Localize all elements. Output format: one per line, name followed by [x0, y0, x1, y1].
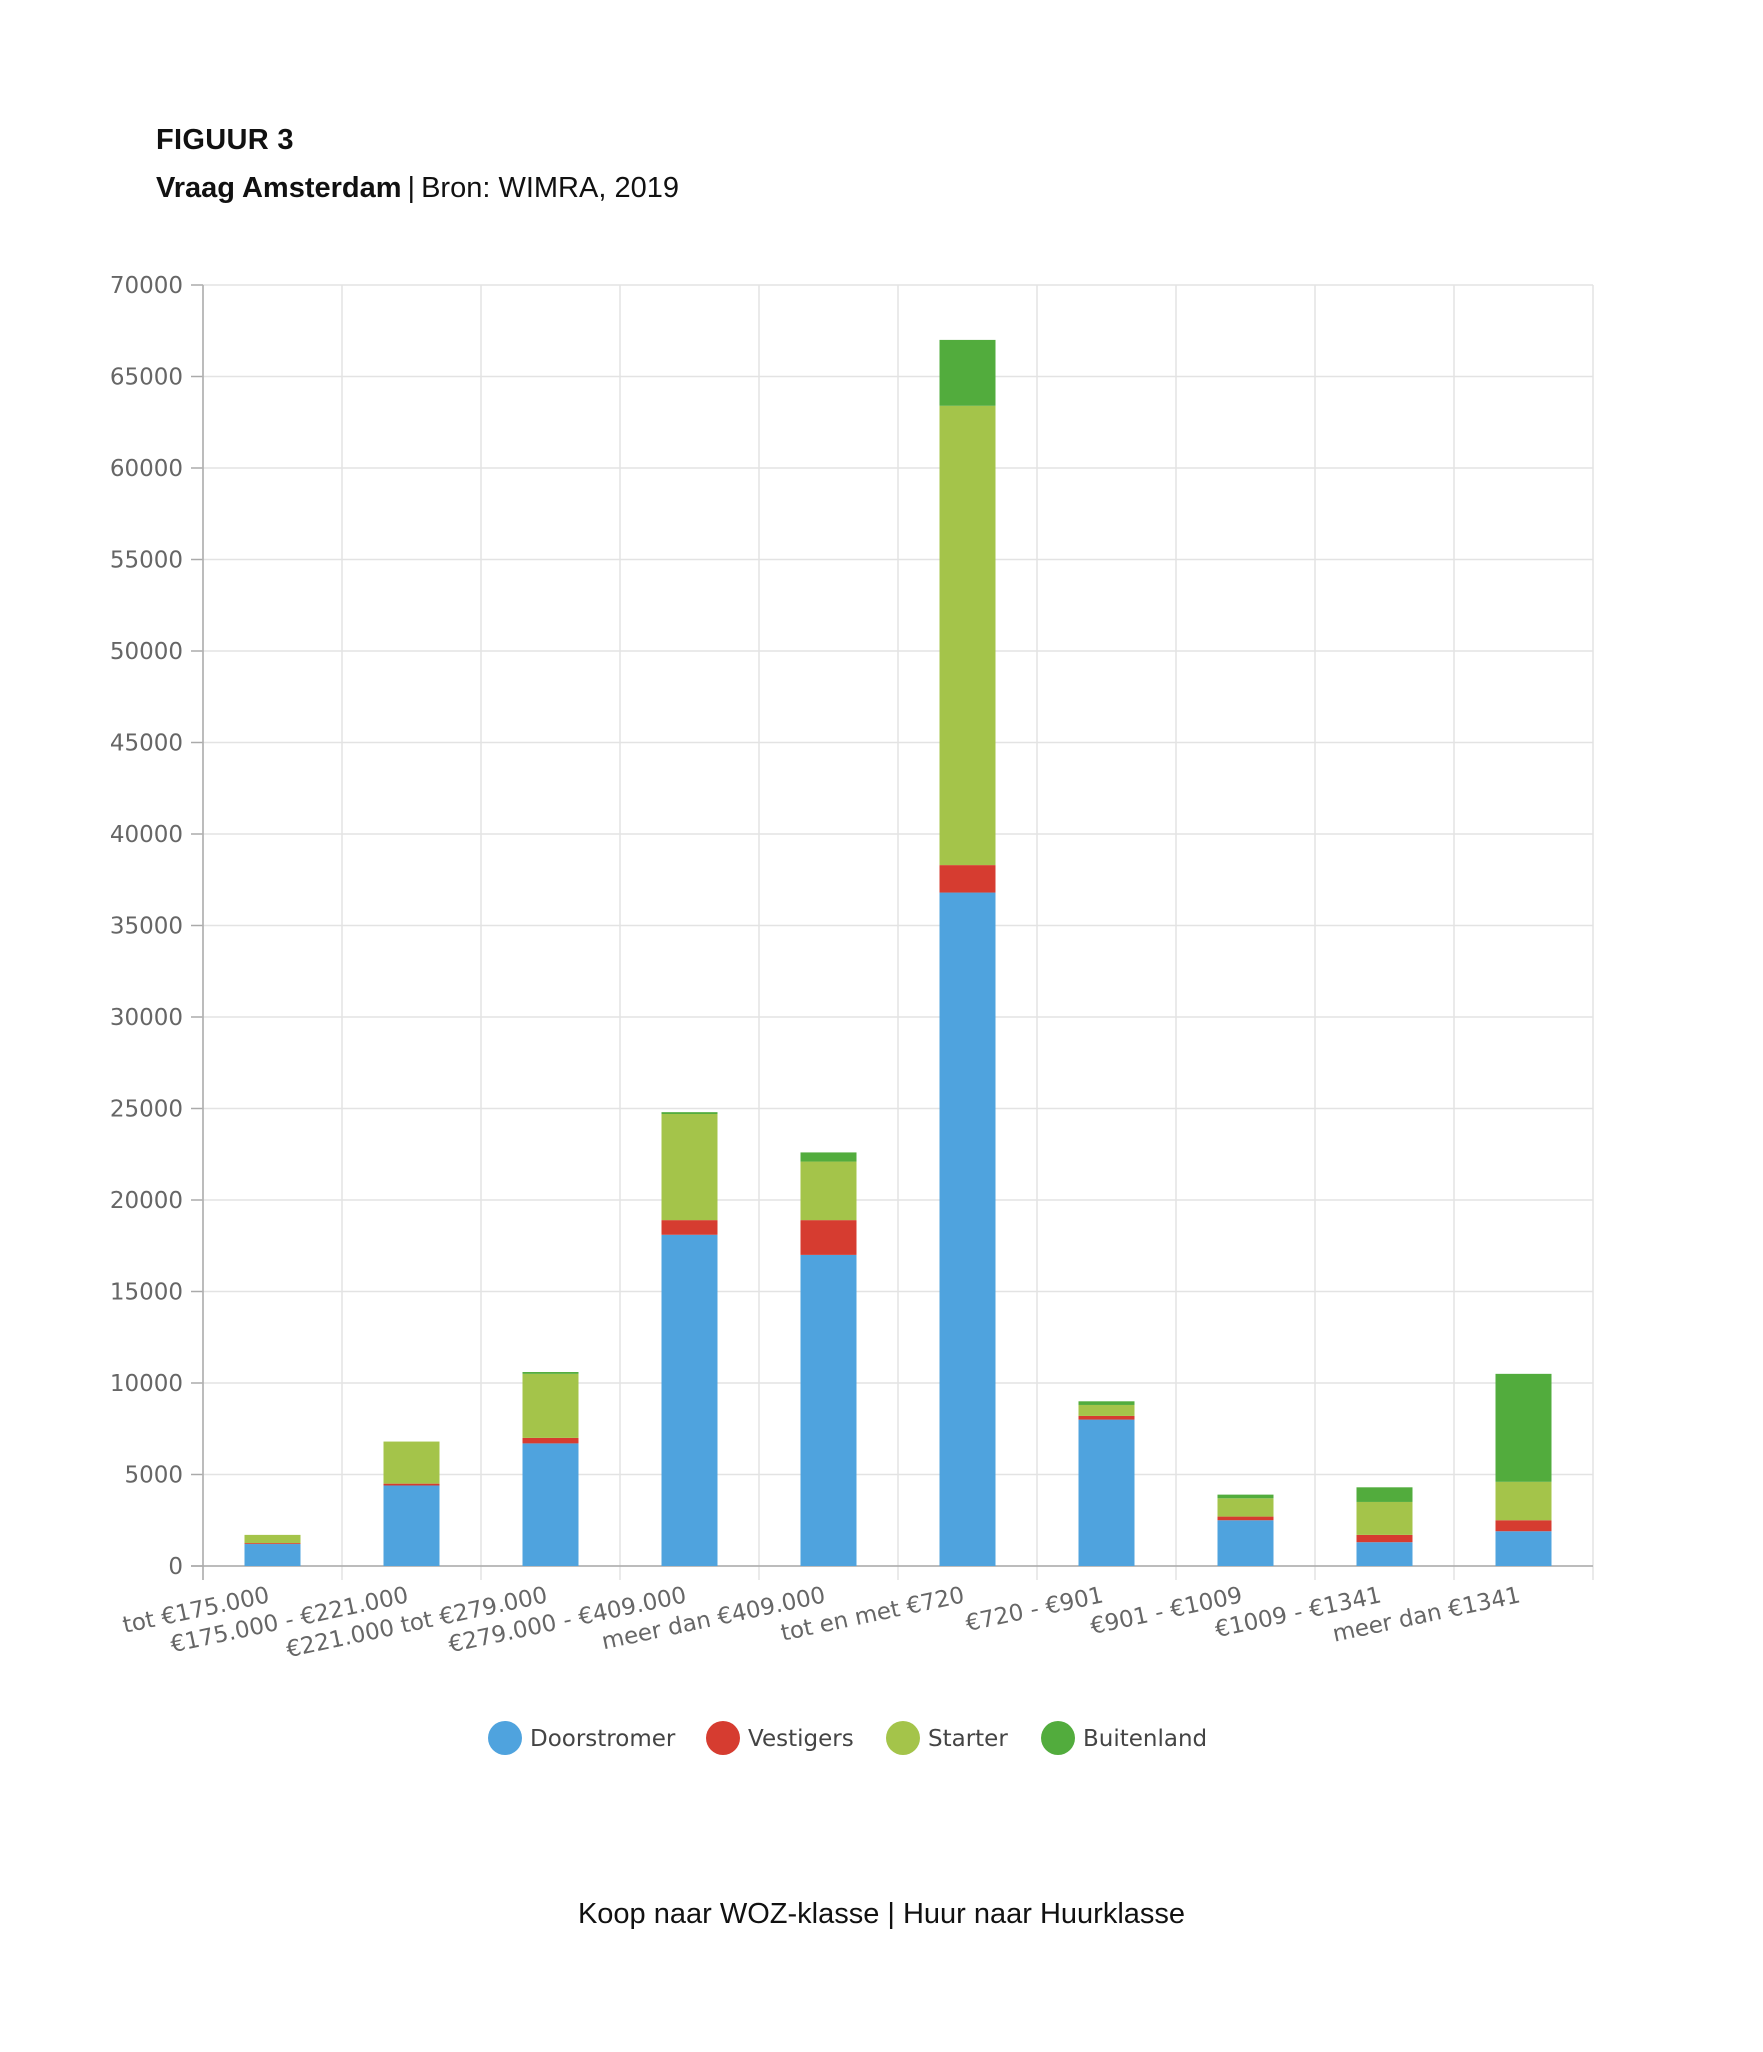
- y-tick-label: 65000: [110, 365, 183, 391]
- bar-segment-vestigers: [244, 1543, 301, 1545]
- bar-segment-doorstromer: [939, 892, 996, 1566]
- bar-segment-buitenland: [1495, 1373, 1552, 1482]
- bar-segment-vestigers: [522, 1437, 579, 1444]
- bar-segment-vestigers: [1078, 1415, 1135, 1420]
- bar-segment-buitenland: [1217, 1494, 1274, 1499]
- bar-segment-starter: [939, 405, 996, 866]
- bar-segment-vestigers: [1495, 1520, 1552, 1532]
- bar-segment-doorstromer: [1217, 1520, 1274, 1566]
- bar-segment-doorstromer: [1078, 1419, 1135, 1566]
- bar-segment-vestigers: [383, 1483, 440, 1486]
- bar-segment-vestigers: [939, 865, 996, 893]
- bar-segment-buitenland: [1356, 1487, 1413, 1502]
- bar-segment-buitenland: [522, 1372, 579, 1374]
- y-tick-label: 5000: [124, 1463, 183, 1489]
- y-tick-label: 40000: [110, 822, 183, 848]
- stacked-bar-chart: 0 5000 10000 15000 20000 25000 30000 35000 40000…: [110, 273, 1594, 1755]
- y-tick-label: 60000: [110, 456, 183, 482]
- legend-marker-doorstromer: [488, 1721, 522, 1755]
- figure-label: FIGUUR 3: [156, 124, 294, 156]
- legend-label-vestigers: Vestigers: [748, 1726, 854, 1752]
- bar-segment-vestigers: [800, 1220, 857, 1255]
- bar-segment-doorstromer: [244, 1544, 301, 1566]
- bar-segment-vestigers: [661, 1220, 718, 1235]
- legend-label-starter: Starter: [928, 1726, 1008, 1752]
- legend-label-buitenland: Buitenland: [1083, 1726, 1207, 1752]
- bar-segment-buitenland: [800, 1152, 857, 1162]
- y-tick-label: 20000: [110, 1188, 183, 1214]
- y-tick-label: 70000: [110, 273, 183, 299]
- bar-segment-starter: [383, 1441, 440, 1484]
- bar-segment-doorstromer: [522, 1443, 579, 1566]
- legend-marker-vestigers: [706, 1721, 740, 1755]
- y-tick-label: 10000: [110, 1371, 183, 1397]
- legend-marker-starter: [886, 1721, 920, 1755]
- legend-label-doorstromer: Doorstromer: [530, 1726, 676, 1752]
- title-separator: |: [407, 172, 416, 204]
- bar-segment-starter: [800, 1161, 857, 1221]
- y-tick-label: 25000: [110, 1097, 183, 1123]
- y-tick-label: 35000: [110, 914, 183, 940]
- y-tick-label: 50000: [110, 639, 183, 665]
- bar-segment-starter: [661, 1113, 718, 1221]
- chart-title-text: Vraag Amsterdam: [156, 172, 402, 204]
- bar-segment-buitenland: [1078, 1401, 1135, 1405]
- y-tick-label: 45000: [110, 731, 183, 757]
- y-tick-label: 30000: [110, 1005, 183, 1031]
- bar-segment-doorstromer: [800, 1254, 857, 1566]
- legend-marker-buitenland: [1041, 1721, 1075, 1755]
- x-tick-label: €720 - €901: [963, 1582, 1105, 1637]
- bar-segment-doorstromer: [1495, 1531, 1552, 1566]
- y-tick-label: 0: [168, 1554, 183, 1580]
- chart-title: Vraag Amsterdam | Bron: WIMRA, 2019: [156, 172, 679, 205]
- bar-segment-vestigers: [1217, 1516, 1274, 1521]
- bar-segment-starter: [1495, 1481, 1552, 1521]
- bar-segment-buitenland: [661, 1112, 718, 1114]
- y-tick-label: 15000: [110, 1280, 183, 1306]
- bar-segment-doorstromer: [383, 1485, 440, 1566]
- bar-segment-starter: [244, 1534, 301, 1544]
- bar-segment-doorstromer: [661, 1234, 718, 1566]
- bar-segment-vestigers: [1356, 1534, 1413, 1543]
- source-text: Bron: WIMRA, 2019: [421, 172, 679, 204]
- bar-segment-buitenland: [939, 339, 996, 406]
- bar-segment-starter: [1217, 1498, 1274, 1517]
- bar-segment-starter: [1356, 1501, 1413, 1535]
- bar-segment-starter: [1078, 1404, 1135, 1416]
- y-tick-label: 55000: [110, 548, 183, 574]
- footer-note: Koop naar WOZ-klasse | Huur naar Huurkla…: [577, 1898, 1186, 1930]
- bar-segment-starter: [522, 1373, 579, 1438]
- bar-segment-doorstromer: [1356, 1542, 1413, 1566]
